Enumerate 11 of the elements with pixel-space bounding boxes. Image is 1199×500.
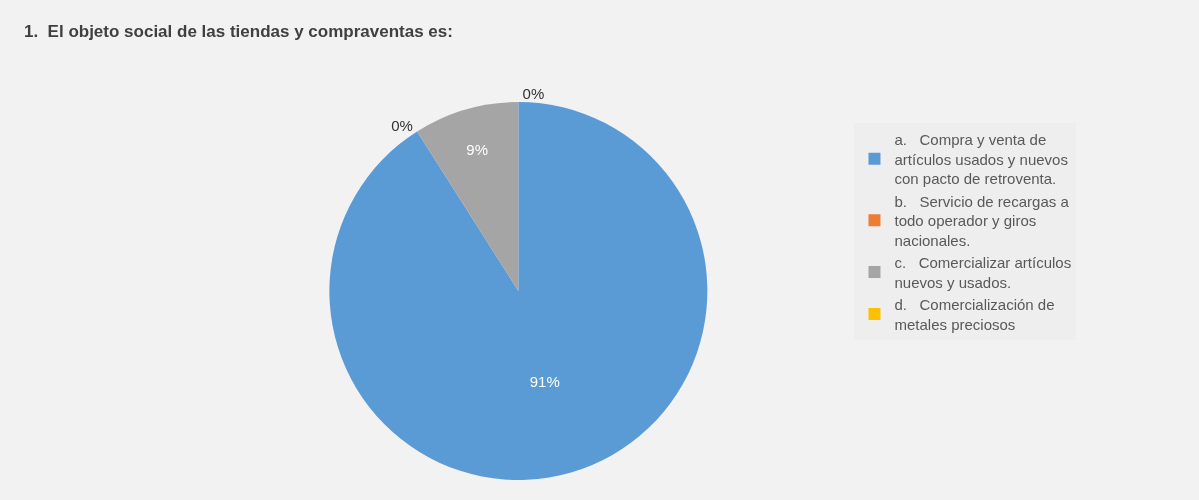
legend-label: d. Comercialización de metales preciosos: [894, 296, 1055, 333]
legend-label: a. Compra y venta de artículos usados y nuevos con pacto de retroventa.: [894, 131, 1068, 188]
legend-label: b. Servicio de recargas a todo operador y giros nacionales.: [894, 192, 1070, 249]
pie-slice: [329, 102, 708, 480]
chart-title: 1. El objeto social de las tiendas y compraventas es:: [23, 21, 453, 41]
legend-label: c. Comercializar artículos nuevos y usados.: [894, 254, 1072, 291]
data-label: 91%: [529, 373, 560, 391]
text: 0%: [522, 85, 545, 102]
pie-slice: [417, 102, 519, 291]
data-label: 9%: [466, 140, 488, 158]
text: 0%: [391, 116, 413, 134]
